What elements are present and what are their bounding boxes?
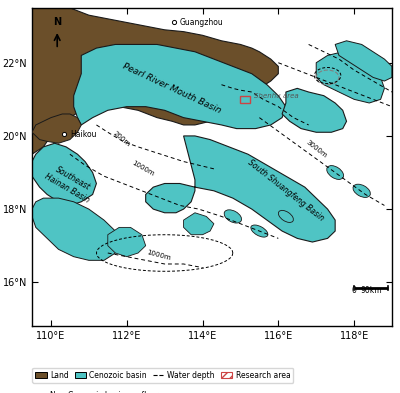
Text: Shenhu area: Shenhu area <box>254 92 298 99</box>
Polygon shape <box>316 52 384 103</box>
Text: 200m: 200m <box>112 130 131 148</box>
Text: 0: 0 <box>352 286 356 295</box>
Legend: Non-Cenozoic basin seafloor: Non-Cenozoic basin seafloor <box>32 388 162 393</box>
Ellipse shape <box>278 210 293 222</box>
Text: N: N <box>53 17 61 27</box>
Polygon shape <box>32 8 278 154</box>
Polygon shape <box>184 213 214 235</box>
Ellipse shape <box>327 165 344 180</box>
Text: 3000m: 3000m <box>305 139 328 159</box>
Bar <box>240 96 250 103</box>
Polygon shape <box>32 114 81 143</box>
Ellipse shape <box>353 184 370 197</box>
Polygon shape <box>32 198 119 260</box>
Text: 90km: 90km <box>360 286 382 295</box>
Text: 1000m: 1000m <box>130 160 155 177</box>
Text: Haikou: Haikou <box>70 130 96 139</box>
Text: Southeast
Hainan Basin: Southeast Hainan Basin <box>43 163 96 204</box>
Ellipse shape <box>251 225 268 237</box>
Text: Pearl River Mouth Basin: Pearl River Mouth Basin <box>122 62 223 115</box>
Polygon shape <box>74 44 286 129</box>
Text: 1000m: 1000m <box>146 249 171 261</box>
Polygon shape <box>32 143 96 206</box>
Text: South Shuangfeng Basin: South Shuangfeng Basin <box>246 158 326 223</box>
Polygon shape <box>108 228 146 257</box>
Ellipse shape <box>224 210 242 223</box>
Polygon shape <box>146 136 335 242</box>
Polygon shape <box>282 88 346 132</box>
Polygon shape <box>335 41 392 81</box>
Text: Guangzhou: Guangzhou <box>180 18 224 27</box>
